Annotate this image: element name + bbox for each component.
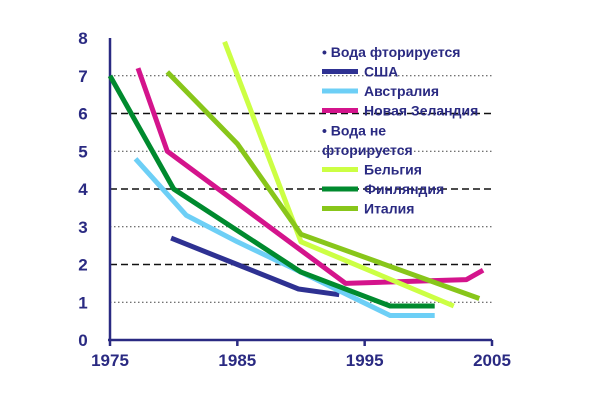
legend-label-0: США: [364, 64, 398, 80]
y-tick-label-0: 0: [78, 331, 87, 350]
axes: 0 1 2 3 4 5 6 7 8 1975 1985 1995 2005: [78, 29, 511, 370]
legend-label-2: Новая Зеландия: [364, 103, 478, 119]
x-tick-label-1985: 1985: [218, 351, 256, 370]
series-line-4: [107, 74, 435, 309]
legend-label-3: Бельгия: [364, 162, 422, 178]
legend-heading-1: • Вода не: [322, 123, 386, 139]
x-tick-label-1995: 1995: [346, 351, 384, 370]
y-tick-label-5: 5: [78, 142, 87, 161]
legend-label-4: Финляндия: [364, 181, 444, 197]
gridlines: [110, 75, 492, 303]
legend-heading-0: • Вода фторируется: [322, 44, 460, 60]
series-lines: [107, 40, 485, 318]
legend: • Вода фторируется США Австралия Новая Зела…: [322, 44, 478, 217]
legend-label-1: Австралия: [364, 83, 439, 99]
y-tick-label-7: 7: [78, 67, 87, 86]
y-tick-label-2: 2: [78, 256, 87, 275]
y-tick-label-8: 8: [78, 29, 87, 48]
series-line-1: [133, 157, 435, 318]
series-line-3: [222, 40, 455, 309]
x-tick-label-2005: 2005: [473, 351, 511, 370]
legend-heading-1-line1: фторируется: [322, 142, 413, 158]
y-tick-label-3: 3: [78, 218, 87, 237]
series-line-2: [135, 67, 485, 286]
series-line-5: [165, 70, 481, 301]
y-tick-label-4: 4: [78, 180, 88, 199]
y-tick-label-1: 1: [78, 293, 87, 312]
series-line-0: [170, 235, 340, 298]
legend-label-5: Италия: [364, 201, 414, 217]
x-tick-label-1975: 1975: [91, 351, 129, 370]
y-tick-label-6: 6: [78, 105, 87, 124]
